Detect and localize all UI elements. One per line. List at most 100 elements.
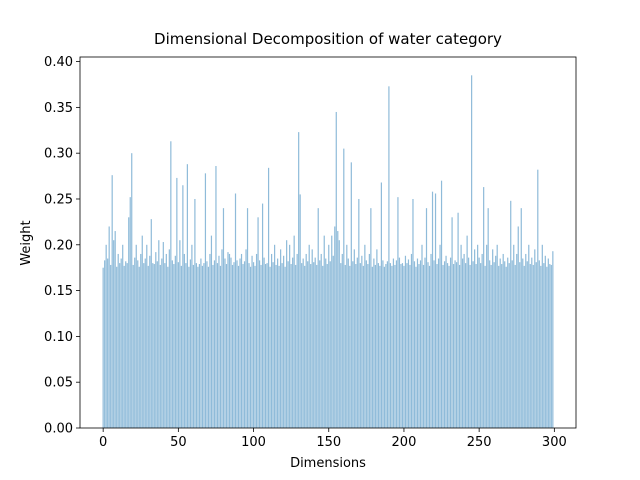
bar <box>296 253 298 428</box>
bar <box>400 264 402 428</box>
bar <box>144 258 146 428</box>
bar <box>382 260 384 428</box>
bar <box>164 263 166 428</box>
bar <box>522 258 524 428</box>
bar <box>439 244 441 428</box>
bar <box>301 263 303 428</box>
bar <box>361 255 363 428</box>
bar <box>477 244 479 428</box>
bar <box>126 263 128 428</box>
bar <box>177 262 179 428</box>
bar <box>313 262 315 428</box>
bar <box>427 262 429 428</box>
bar <box>543 263 545 428</box>
bar <box>328 244 330 428</box>
bar <box>513 244 515 428</box>
bar <box>189 259 191 428</box>
bar <box>216 263 219 428</box>
bar <box>499 258 501 428</box>
x-tick-label: 150 <box>316 435 341 450</box>
bar <box>192 264 194 428</box>
bar <box>243 261 246 428</box>
bar <box>552 251 554 428</box>
bar <box>182 185 184 428</box>
bar <box>537 169 539 428</box>
y-tick-label: 0.20 <box>44 238 73 253</box>
bar <box>403 265 405 428</box>
bar <box>316 264 318 428</box>
bar <box>183 253 185 428</box>
bar <box>419 260 422 428</box>
bar <box>440 180 443 428</box>
bar <box>257 217 259 428</box>
bar <box>523 265 525 428</box>
bar <box>292 257 294 428</box>
bar <box>388 86 390 428</box>
bar <box>264 264 267 428</box>
bar <box>168 249 170 428</box>
bar <box>452 264 455 428</box>
bar <box>171 260 173 428</box>
bar <box>510 200 512 428</box>
bar <box>514 264 516 428</box>
bar <box>389 263 392 428</box>
bar <box>222 208 225 428</box>
bar <box>376 249 378 428</box>
bar <box>451 217 453 428</box>
y-tick-label: 0.10 <box>44 330 73 345</box>
bar <box>153 264 155 428</box>
bar <box>159 264 161 428</box>
bar <box>528 244 530 428</box>
bar <box>386 261 389 428</box>
bar <box>266 263 268 428</box>
bar <box>401 263 404 428</box>
bar <box>486 244 488 428</box>
bar <box>137 260 139 428</box>
bar <box>474 249 476 428</box>
bar <box>340 263 342 428</box>
bar <box>310 264 312 428</box>
bar <box>140 253 142 428</box>
bar <box>150 219 152 428</box>
bar <box>246 208 249 428</box>
bar <box>511 260 513 428</box>
bar <box>120 258 122 428</box>
y-tick-label: 0.35 <box>44 101 73 116</box>
bar <box>326 264 328 428</box>
bar <box>433 260 435 428</box>
bar <box>275 264 277 428</box>
bar <box>519 262 521 428</box>
bar <box>219 265 222 428</box>
bar <box>416 258 419 428</box>
bar <box>278 265 280 428</box>
bar <box>210 235 213 428</box>
chart-title: Dimensional Decomposition of water categ… <box>154 30 502 48</box>
bar <box>280 249 282 428</box>
bar <box>455 262 458 428</box>
bar <box>472 261 474 428</box>
bar <box>284 266 286 428</box>
bar <box>308 244 310 428</box>
bar <box>245 249 247 428</box>
bar <box>252 262 255 428</box>
bar <box>442 264 444 428</box>
bar <box>471 75 473 428</box>
x-tick-label: 100 <box>241 435 266 450</box>
bar <box>155 252 157 428</box>
bar <box>147 265 149 428</box>
bar <box>174 255 176 428</box>
bar <box>379 265 381 428</box>
bar <box>111 175 113 428</box>
bar <box>493 262 495 428</box>
bar <box>260 264 262 428</box>
bar <box>125 261 127 428</box>
x-axis-label: Dimensions <box>290 456 366 471</box>
bar <box>484 265 486 428</box>
bar <box>550 264 552 428</box>
bar <box>458 264 461 428</box>
bar <box>549 264 551 428</box>
bar <box>162 242 164 428</box>
bar <box>341 253 343 428</box>
bar <box>448 265 450 428</box>
bar <box>406 263 408 428</box>
